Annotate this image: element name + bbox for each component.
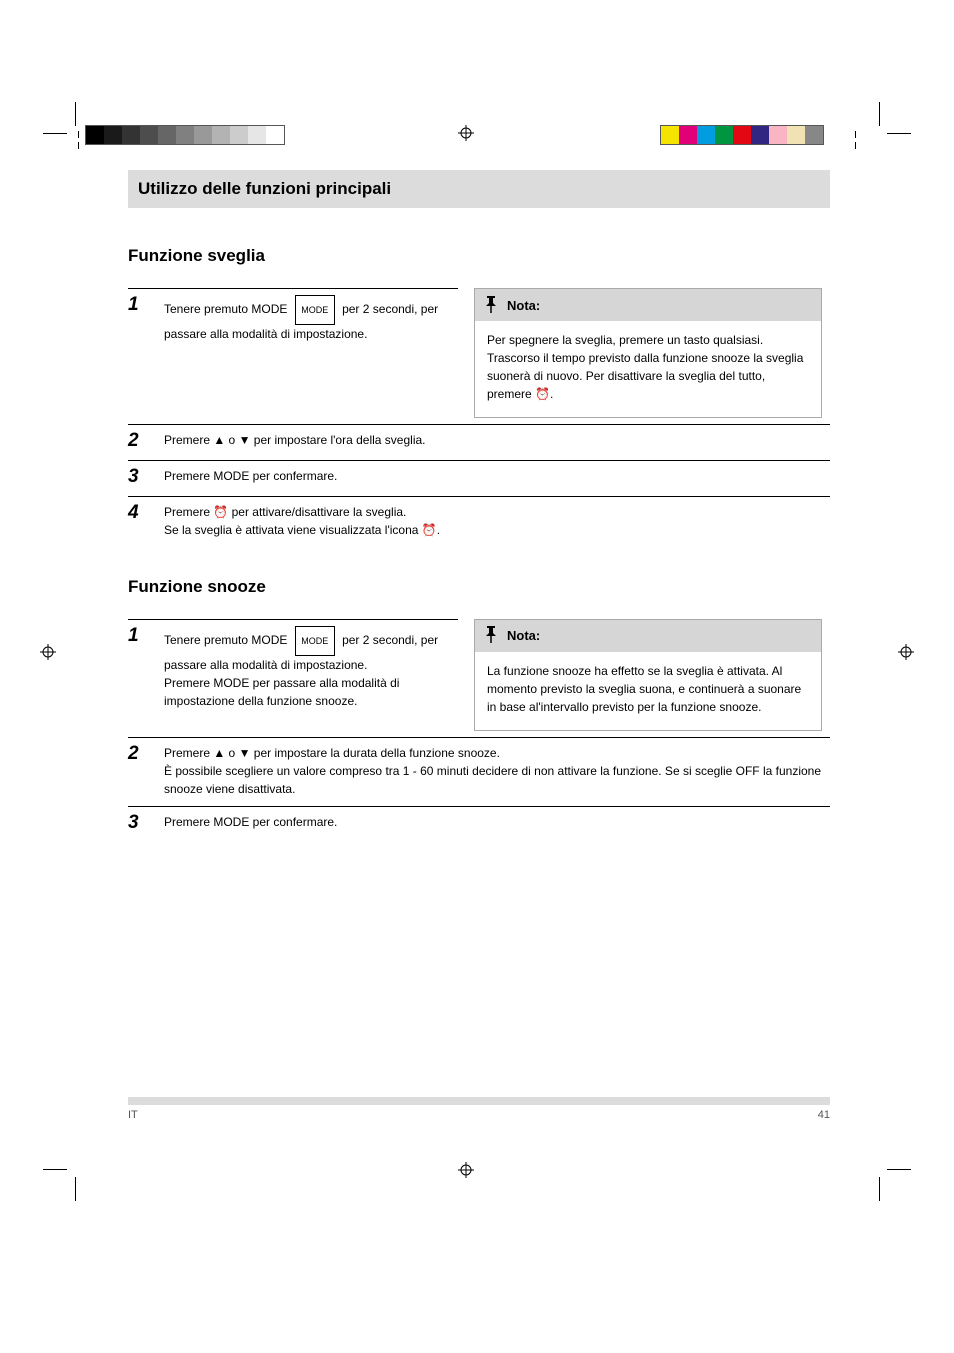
- gray-swatch: [248, 126, 266, 144]
- crop-mark: [887, 1169, 911, 1170]
- footer-language-label: IT: [128, 1109, 138, 1121]
- step-row: 3 Premere MODE per confermare.: [128, 460, 830, 496]
- step-number: 3: [128, 813, 164, 834]
- mode-button-icon: MODE: [295, 626, 335, 656]
- crop-mark: [43, 133, 67, 134]
- step-text: Premere MODE per confermare.: [164, 467, 830, 485]
- gray-swatch: [176, 126, 194, 144]
- snooze-left-column: 1 Tenere premuto MODE MODE per 2 secondi…: [128, 619, 458, 718]
- step-text-part: Tenere premuto MODE: [164, 633, 287, 647]
- note-body: La funzione snooze ha effetto se la sveg…: [475, 652, 821, 730]
- step-text: Premere ▲ o ▼ per impostare la durata de…: [164, 744, 830, 798]
- step-text: Premere ⏰ per attivare/disattivare la sv…: [164, 503, 830, 539]
- step-text: Premere MODE per confermare.: [164, 813, 830, 831]
- section-sveglia: 1 Tenere premuto MODE MODE per 2 secondi…: [128, 288, 830, 547]
- step-row: 1 Tenere premuto MODE MODE per 2 secondi…: [128, 619, 458, 718]
- gray-swatch: [194, 126, 212, 144]
- registration-mark: [458, 125, 474, 141]
- gray-swatch: [140, 126, 158, 144]
- note-header: Nota:: [475, 620, 821, 652]
- crop-mark: [75, 1177, 76, 1201]
- section-header-title: Utilizzo delle funzioni principali: [138, 179, 391, 199]
- step-text-part: Tenere premuto MODE: [164, 302, 287, 316]
- note-title: Nota:: [507, 298, 540, 313]
- section-header: Utilizzo delle funzioni principali: [128, 170, 830, 208]
- gray-swatch: [212, 126, 230, 144]
- grayscale-calibration-bar: [85, 125, 285, 145]
- color-swatch: [733, 126, 751, 144]
- color-swatch: [697, 126, 715, 144]
- gray-swatch: [104, 126, 122, 144]
- tick-mark: [78, 131, 79, 138]
- pushpin-icon: [483, 294, 499, 317]
- step-number: 1: [128, 626, 164, 647]
- note-header: Nota:: [475, 289, 821, 321]
- tick-mark: [855, 142, 856, 149]
- mode-button-icon: MODE: [295, 295, 335, 325]
- step-number: 4: [128, 503, 164, 524]
- crop-mark: [879, 102, 880, 126]
- step-text-part: Premere MODE per passare alla modalità d…: [164, 676, 399, 708]
- color-swatch: [715, 126, 733, 144]
- content-area: Utilizzo delle funzioni principali Funzi…: [128, 170, 830, 842]
- gray-swatch: [266, 126, 284, 144]
- color-swatch: [661, 126, 679, 144]
- registration-mark: [40, 644, 56, 660]
- snooze-note-box: Nota: La funzione snooze ha effetto se l…: [474, 619, 822, 731]
- step-text: Premere ▲ o ▼ per impostare l'ora della …: [164, 431, 830, 449]
- page: Utilizzo delle funzioni principali Funzi…: [0, 0, 954, 1353]
- color-swatch: [751, 126, 769, 144]
- sveglia-left-column: 1 Tenere premuto MODE MODE per 2 secondi…: [128, 288, 458, 351]
- tick-mark: [78, 142, 79, 149]
- note-title: Nota:: [507, 628, 540, 643]
- pushpin-icon: [483, 624, 499, 647]
- color-swatch: [805, 126, 823, 144]
- function-label-sveglia: Funzione sveglia: [128, 246, 830, 266]
- crop-mark: [43, 1169, 67, 1170]
- gray-swatch: [158, 126, 176, 144]
- step-row: 2 Premere ▲ o ▼ per impostare la durata …: [128, 737, 830, 806]
- footer-page-number: 41: [818, 1109, 830, 1121]
- crop-mark: [887, 133, 911, 134]
- step-row: 1 Tenere premuto MODE MODE per 2 secondi…: [128, 288, 458, 351]
- page-footer: IT 41: [128, 1109, 830, 1121]
- color-swatch: [679, 126, 697, 144]
- step-text-part: Premere ⏰ per attivare/disattivare la sv…: [164, 505, 406, 519]
- crop-mark: [75, 102, 76, 126]
- note-body: Per spegnere la sveglia, premere un tast…: [475, 321, 821, 417]
- tick-mark: [855, 131, 856, 138]
- step-text: Tenere premuto MODE MODE per 2 secondi, …: [164, 295, 458, 343]
- step-row: 4 Premere ⏰ per attivare/disattivare la …: [128, 496, 830, 547]
- step-text-part: Premere ▲ o ▼ per impostare la durata de…: [164, 746, 500, 760]
- step-text-part: Se la sveglia è attivata viene visualizz…: [164, 523, 440, 537]
- color-calibration-bar: [660, 125, 824, 145]
- step-row: 2 Premere ▲ o ▼ per impostare l'ora dell…: [128, 424, 830, 460]
- gray-swatch: [122, 126, 140, 144]
- footer-bar: [128, 1097, 830, 1105]
- gray-swatch: [86, 126, 104, 144]
- gray-swatch: [230, 126, 248, 144]
- step-text-sub: È possibile scegliere un valore compreso…: [164, 764, 821, 796]
- registration-mark: [898, 644, 914, 660]
- step-row: 3 Premere MODE per confermare.: [128, 806, 830, 842]
- step-number: 1: [128, 295, 164, 316]
- registration-mark: [458, 1162, 474, 1178]
- function-label-snooze: Funzione snooze: [128, 577, 830, 597]
- color-swatch: [787, 126, 805, 144]
- step-number: 2: [128, 431, 164, 452]
- sveglia-note-box: Nota: Per spegnere la sveglia, premere u…: [474, 288, 822, 418]
- crop-mark: [879, 1177, 880, 1201]
- section-snooze: 1 Tenere premuto MODE MODE per 2 secondi…: [128, 619, 830, 842]
- step-number: 3: [128, 467, 164, 488]
- step-text: Tenere premuto MODE MODE per 2 secondi, …: [164, 626, 458, 710]
- step-number: 2: [128, 744, 164, 765]
- color-swatch: [769, 126, 787, 144]
